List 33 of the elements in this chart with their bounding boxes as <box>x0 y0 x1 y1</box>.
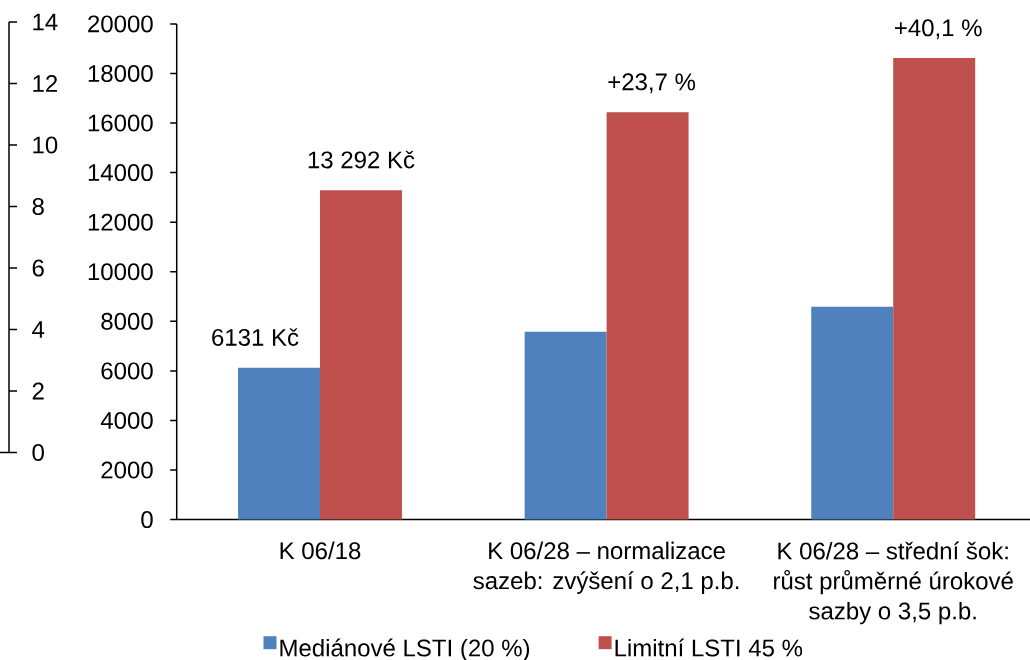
bar <box>893 58 976 520</box>
y-tick-label: 16000 <box>88 114 153 132</box>
y-tick-label: 2000 <box>101 461 153 479</box>
y-tick-label: 20000 <box>88 15 153 33</box>
y2-tick-label: 10 <box>33 136 58 154</box>
x-tick-label: K 06/28 – střední šok: růst průměrné úrokové sazby o 3,5 p.b. <box>774 541 1013 625</box>
y2-tick-label: 0 <box>32 443 44 461</box>
y-tick-label: 12000 <box>88 213 153 231</box>
y-tick-label: 4000 <box>100 411 153 429</box>
data-label: 13 292 Kč <box>308 150 415 169</box>
annotation: +40,1 % <box>895 19 982 40</box>
bar <box>606 112 689 520</box>
x-tick-label: K 06/28 – normalizace sazeb: zvýšení o 2,1 p.b. <box>473 541 739 594</box>
y-tick-label: 6000 <box>101 362 153 380</box>
annotation: +23,7 % <box>608 73 696 94</box>
legend-label: Limitní LSTI 45 % <box>615 638 803 657</box>
y2-tick-label: 12 <box>33 75 57 92</box>
y2-tick-label: 8 <box>32 197 44 215</box>
bar <box>524 331 607 520</box>
y-tick-label: 8000 <box>101 312 153 330</box>
bar <box>811 306 894 520</box>
data-label: 6131 Kč <box>212 328 299 346</box>
bar <box>320 190 402 520</box>
y-tick-label: 10000 <box>88 263 153 281</box>
y2-tick-label: 2 <box>32 382 44 400</box>
y2-tick-label: 6 <box>32 259 44 277</box>
y-tick-label: 18000 <box>88 64 153 82</box>
y-tick-label: 0 <box>141 511 153 529</box>
bar <box>238 367 320 520</box>
y2-tick-label: 4 <box>32 321 45 338</box>
y2-tick-label: 14 <box>33 13 58 31</box>
y-tick-label: 14000 <box>88 164 153 182</box>
x-tick-label: K 06/18 <box>280 541 361 560</box>
